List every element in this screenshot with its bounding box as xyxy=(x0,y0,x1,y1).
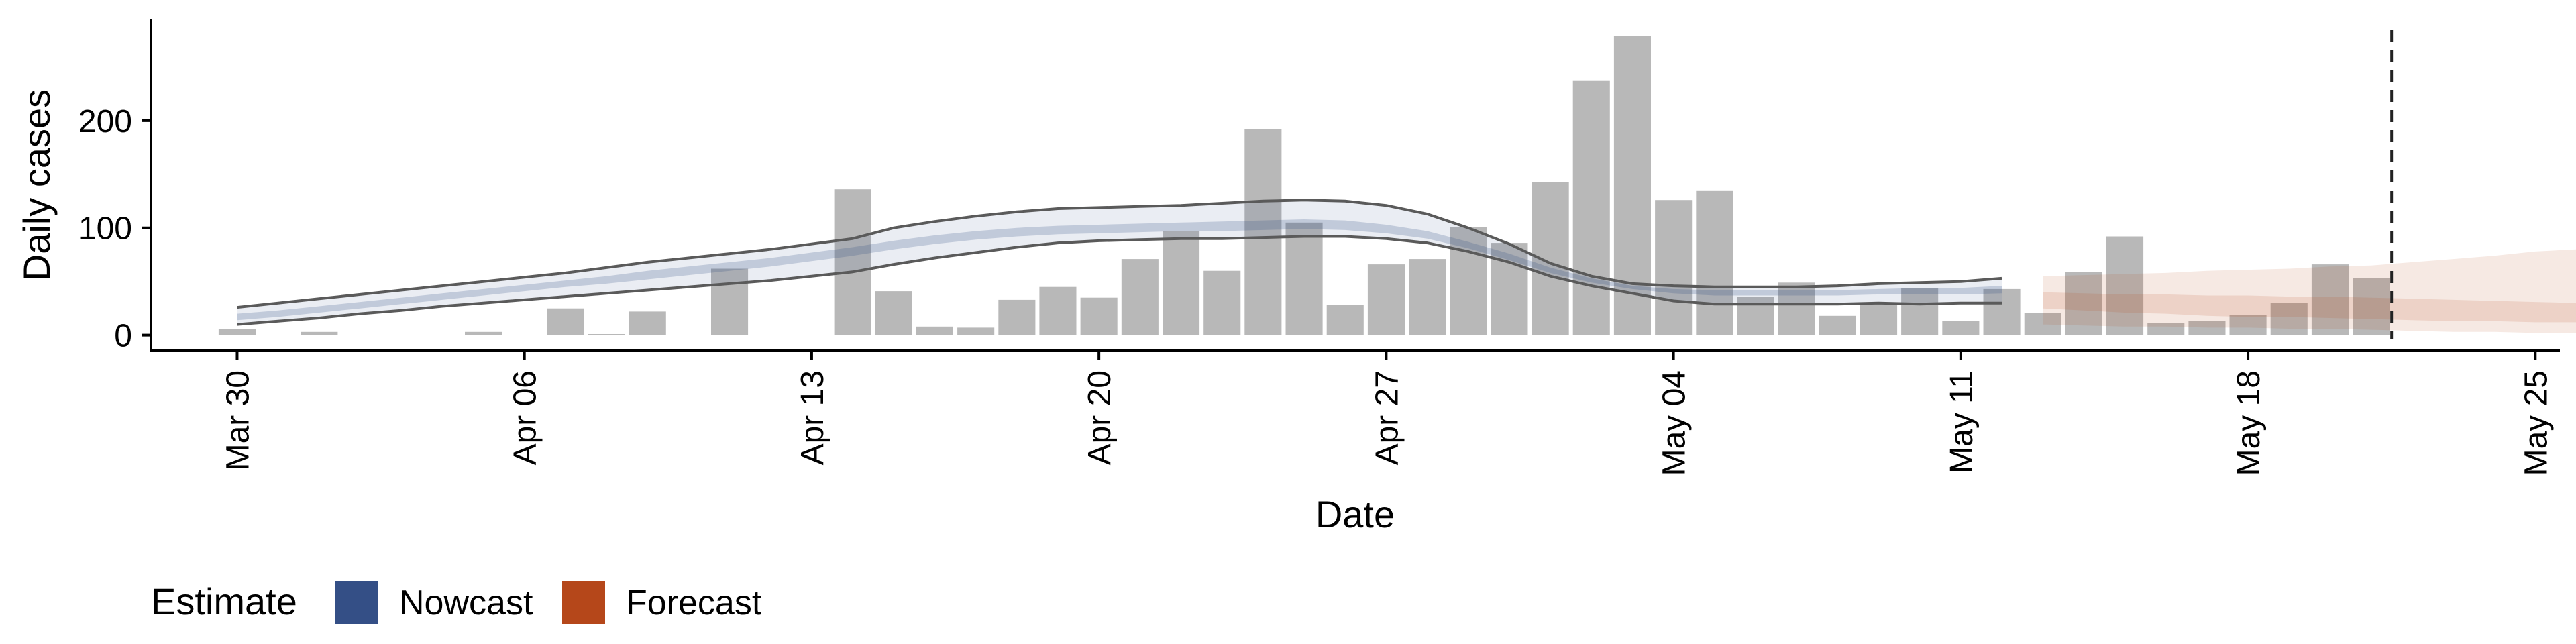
bar xyxy=(1655,200,1693,335)
bar xyxy=(1409,259,1446,335)
x-tick-label: May 04 xyxy=(1657,370,1693,476)
bar xyxy=(1121,259,1159,335)
bar xyxy=(1572,80,1610,335)
bar xyxy=(1778,282,1815,335)
band-series xyxy=(237,199,2576,333)
bar xyxy=(1163,231,1200,335)
forecast-outer-band xyxy=(2043,249,2576,333)
bar xyxy=(1450,227,1487,335)
bar xyxy=(1367,264,1405,335)
bar xyxy=(1080,297,1118,335)
y-tick-label: 100 xyxy=(78,211,132,247)
bar xyxy=(916,326,953,335)
bar xyxy=(2311,264,2349,335)
x-ticks: Mar 30 Apr 06 Apr 13 Apr 20 Apr 27 May 04 May … xyxy=(221,350,2554,476)
bar xyxy=(1696,190,1733,335)
bar xyxy=(1285,222,1323,335)
bar xyxy=(1203,270,1241,335)
bar xyxy=(588,334,625,335)
bar xyxy=(834,189,871,335)
bar xyxy=(301,331,338,335)
y-tick-label: 200 xyxy=(78,104,132,140)
bar xyxy=(1819,315,1856,335)
y-ticks: 0 100 200 xyxy=(78,104,151,354)
legend-swatch-nowcast xyxy=(335,581,378,624)
x-tick-label: Apr 20 xyxy=(1082,370,1118,465)
nowcast-upper-line xyxy=(237,199,2002,309)
x-tick-label: Apr 13 xyxy=(795,370,830,465)
bar xyxy=(2106,236,2144,335)
nowcast-lower-line xyxy=(237,235,2002,326)
forecast-inner-band xyxy=(2043,292,2576,323)
bar xyxy=(2065,272,2102,335)
bar xyxy=(465,331,502,335)
bar xyxy=(629,311,666,335)
bar xyxy=(1326,305,1364,335)
bar xyxy=(1860,303,1898,335)
legend-label-nowcast: Nowcast xyxy=(399,584,533,623)
x-tick-label: May 11 xyxy=(1944,370,1980,474)
x-tick-label: May 25 xyxy=(2518,370,2554,476)
y-axis-label: Daily cases xyxy=(15,89,58,281)
legend: Estimate Nowcast Forecast xyxy=(151,580,762,624)
x-axis-label: Date xyxy=(1316,493,1395,535)
legend-label-forecast: Forecast xyxy=(626,584,762,623)
bar xyxy=(711,268,749,335)
bar xyxy=(2147,323,2185,335)
bar xyxy=(2024,313,2061,335)
bar xyxy=(957,327,995,335)
legend-swatch-forecast xyxy=(562,581,605,624)
bar xyxy=(2229,315,2267,335)
x-tick-label: Mar 30 xyxy=(221,370,256,470)
bar xyxy=(2270,303,2308,335)
y-tick-label: 0 xyxy=(114,319,132,354)
bar xyxy=(2353,278,2390,335)
legend-title: Estimate xyxy=(151,580,297,623)
nowcast-outer-band xyxy=(237,200,2002,325)
bar xyxy=(998,299,1036,335)
bar xyxy=(1039,286,1077,335)
bar xyxy=(547,308,584,335)
axes xyxy=(150,19,2560,352)
x-tick-label: May 18 xyxy=(2231,370,2267,476)
x-tick-label: Apr 06 xyxy=(508,370,543,465)
bar xyxy=(1901,288,1939,335)
bar xyxy=(2188,321,2226,335)
bar xyxy=(218,329,256,335)
bar xyxy=(1983,288,2021,335)
bar xyxy=(1942,321,1980,335)
bar xyxy=(875,291,912,335)
bar xyxy=(1244,129,1282,335)
x-tick-label: Apr 27 xyxy=(1369,370,1405,465)
